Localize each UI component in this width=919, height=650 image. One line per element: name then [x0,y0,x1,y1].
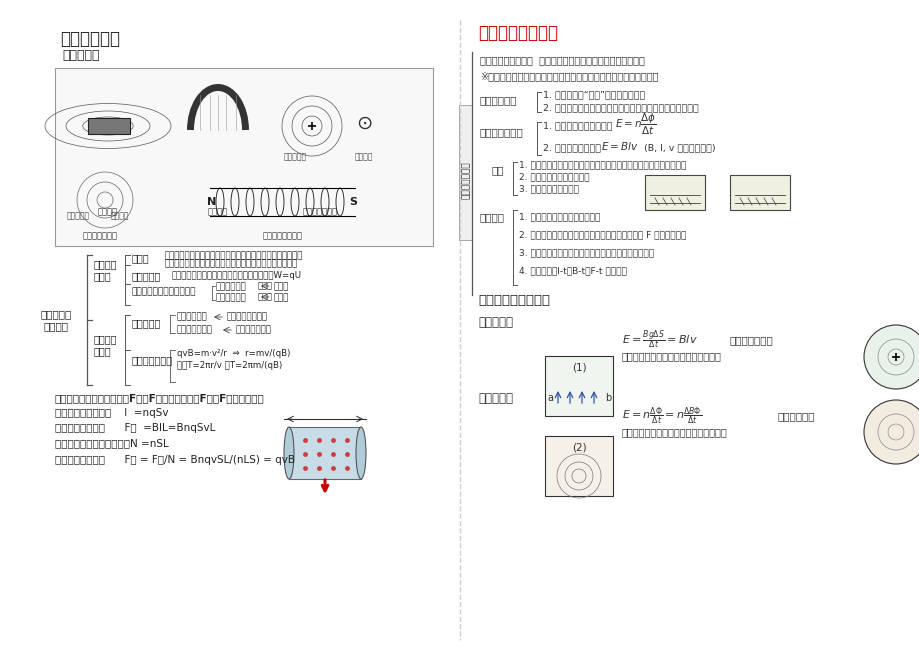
Text: 磁感线分布: 磁感线分布 [283,152,306,161]
Text: 通电螺线管的磁场: 通电螺线管的磁场 [263,231,302,240]
Text: 其他能: 其他能 [257,292,273,302]
Text: 电势能: 电势能 [274,294,289,302]
Text: 电势能: 电势能 [131,253,150,263]
Bar [729,175,789,210]
Text: 环形电流的磁场: 环形电流的磁场 [83,231,118,240]
Text: 综合问题: 综合问题 [480,212,505,222]
Text: 2. 自感系数和自感电动势；: 2. 自感系数和自感电动势； [518,172,589,181]
Text: 再由T=2πr/v 得T=2πm/(qB): 再由T=2πr/v 得T=2πm/(qB) [176,361,282,370]
Text: ，（运动生电）: ，（运动生电） [729,335,773,345]
Text: 电场力做负功: 电场力做负功 [216,294,246,302]
Text: $E = n\dfrac{\Delta\phi}{\Delta t}$: $E = n\dfrac{\Delta\phi}{\Delta t}$ [614,111,656,136]
Bar [55,68,433,246]
Text: 蹄形磁铁: 蹄形磁铁 [208,207,228,216]
Ellipse shape [284,427,294,479]
Text: 安培定则: 安培定则 [355,152,373,161]
Text: (1): (1) [571,363,585,373]
Text: 大地为电势能的零点。重要的不是电势能的値，是其变化量: 大地为电势能的零点。重要的不是电势能的値，是其变化量 [165,259,298,268]
Text: 电势能: 电势能 [257,281,273,291]
Text: 其他能: 其他能 [274,283,289,291]
Text: 1. 本质：线圈电流的变化引起自身磁通量的变化而激发出感应电动势: 1. 本质：线圈电流的变化引起自身磁通量的变化而激发出感应电动势 [518,161,686,170]
Text: 感应电流产生条件：  穿过闭合回路的磁通量发生变化（本质）: 感应电流产生条件： 穿过闭合回路的磁通量发生变化（本质） [480,55,644,65]
Text: 洛伦兹力和安培力的关系：F洛是F安的微观解释，F安是F洛宏观体现。: 洛伦兹力和安培力的关系：F洛是F安的微观解释，F安是F洛宏观体现。 [55,393,265,403]
Text: $E = \frac{Bg\Delta S}{\Delta t} = Blv$: $E = \frac{Bg\Delta S}{\Delta t} = Blv$ [621,328,697,352]
Text: 3. 通电自感和断电自感: 3. 通电自感和断电自感 [518,185,578,194]
Bar [644,175,704,210]
Text: 电磁感应的两种情况: 电磁感应的两种情况 [478,294,550,307]
Circle shape [863,400,919,464]
Text: 感应电动势大小: 感应电动势大小 [480,127,523,137]
Text: 由电荷间的相对位置决定，数值具有相对性，常取无限远处或: 由电荷间的相对位置决定，数值具有相对性，常取无限远处或 [165,252,303,261]
Text: 磁场知识归纳: 磁场知识归纳 [60,30,119,48]
Text: 安培力的功: 安培力的功 [131,318,161,328]
Bar [88,118,130,134]
Text: b: b [605,393,610,403]
Text: 4. 图像问题：I-t，B-t，F-t 图像讨论: 4. 图像问题：I-t，B-t，F-t 图像讨论 [518,266,626,276]
Text: 2. 导线切割磁感线：: 2. 导线切割磁感线： [542,144,600,153]
Text: 机械能，如电动机: 机械能，如电动机 [227,313,267,322]
Text: 自感: 自感 [492,165,504,175]
Text: 电磁感应磁生电: 电磁感应磁生电 [461,161,470,199]
Text: 感生电动势: 感生电动势 [478,391,513,404]
Text: 磁感线分布: 磁感线分布 [66,211,89,220]
Text: 2. 能量问题：安培力做功过程中的能量转化，电能 F 其他形式能量: 2. 能量问题：安培力做功过程中的能量转化，电能 F 其他形式能量 [518,231,686,239]
Text: (B, l, v 三者相互垂直): (B, l, v 三者相互垂直) [641,144,715,153]
Text: $E = Blv$: $E = Blv$ [600,140,638,152]
Text: 直线电流的磁场: 直线电流的磁场 [302,207,337,216]
Text: 做负功：机械能: 做负功：机械能 [176,326,212,335]
Text: $E = n\frac{\Delta\Phi}{\Delta t} = n\frac{\Delta B\Phi}{\Delta t}$: $E = n\frac{\Delta\Phi}{\Delta t} = n\fr… [621,405,701,427]
Text: N: N [207,197,216,207]
Text: 2. 右手定则：楔次定律特例，适用于导体切割磁感线的情况: 2. 右手定则：楔次定律特例，适用于导体切割磁感线的情况 [542,103,698,112]
Bar [459,105,471,240]
Text: 电能，如发电机: 电能，如发电机 [236,326,272,335]
Text: 做正功：电能: 做正功：电能 [176,313,208,322]
Text: 1. 楔次定律：“阻碍”（见后面图示）: 1. 楔次定律：“阻碍”（见后面图示） [542,90,644,99]
Text: S: S [348,197,357,207]
Text: 1. 力学问题：安培力，左手定则: 1. 力学问题：安培力，左手定则 [518,213,600,222]
Text: （变化生电）: （变化生电） [777,411,814,421]
Circle shape [863,325,919,389]
Text: 常见磁感线: 常见磁感线 [62,49,99,62]
Text: 电场力的功: 电场力的功 [131,271,161,281]
Bar [544,436,612,496]
Text: 磁场中的
功和能: 磁场中的 功和能 [94,334,118,356]
Text: 电场力做正功: 电场力做正功 [216,283,246,291]
Text: 动生电动势: 动生电动势 [478,315,513,328]
Text: a: a [547,393,552,403]
Text: qvB=m·v²/r  ⇒  r=mv/(qB): qvB=m·v²/r ⇒ r=mv/(qB) [176,350,290,359]
Text: 1. 法拉第电磁感应定律：: 1. 法拉第电磁感应定律： [542,122,612,131]
Text: 电、磁场中
的功和能: 电、磁场中 的功和能 [40,309,72,331]
Text: 每个电荷受力为：      F洛 = F安/N = BnqvSL/(nLS) = qvB: 每个电荷受力为： F洛 = F安/N = BnqvSL/(nLS) = qvB [55,455,295,465]
Text: 电场中的
功和能: 电场中的 功和能 [94,259,118,281]
Text: 导线中的电荷的总个数为：N =nSL: 导线中的电荷的总个数为：N =nSL [55,438,168,448]
Ellipse shape [356,427,366,479]
Text: 导线中的电流强度：    I  =nqSv: 导线中的电流强度： I =nqSv [55,408,168,418]
Text: ⊙: ⊙ [356,114,372,133]
Text: 3. 电路问题：产生感应电动势的那部分导体相当于电源: 3. 电路问题：产生感应电动势的那部分导体相当于电源 [518,248,653,257]
Text: ※无论电路是否闭合都会产生感应电动势；电路闭合，产生感应电流: ※无论电路是否闭合都会产生感应电动势；电路闭合，产生感应电流 [480,71,658,81]
Text: 洛伦兹力作用于自由电荷使其定向移动: 洛伦兹力作用于自由电荷使其定向移动 [621,351,721,361]
Text: 感应电流方向: 感应电流方向 [480,95,517,105]
Text: 电磁感应知识归纳: 电磁感应知识归纳 [478,24,558,42]
Bar [289,427,360,479]
Bar [544,356,612,416]
Text: 导线受安培力为：      F安  =BIL=BnqSvL: 导线受安培力为： F安 =BIL=BnqSvL [55,423,215,433]
Text: 与路径无关，仅与电荷移动的始末位置有关；W=qU: 与路径无关，仅与电荷移动的始末位置有关；W=qU [172,272,301,281]
Text: 条形磁铁: 条形磁铁 [98,207,118,216]
Text: 电场力的功和电势能的变化: 电场力的功和电势能的变化 [131,287,197,296]
Text: 感生电场力作用于自由电荷使其定向移动: 感生电场力作用于自由电荷使其定向移动 [621,427,727,437]
Text: 洛伦兹力不做功: 洛伦兹力不做功 [131,355,173,365]
Text: 安培定则: 安培定则 [110,211,129,220]
Text: (2): (2) [571,443,585,453]
